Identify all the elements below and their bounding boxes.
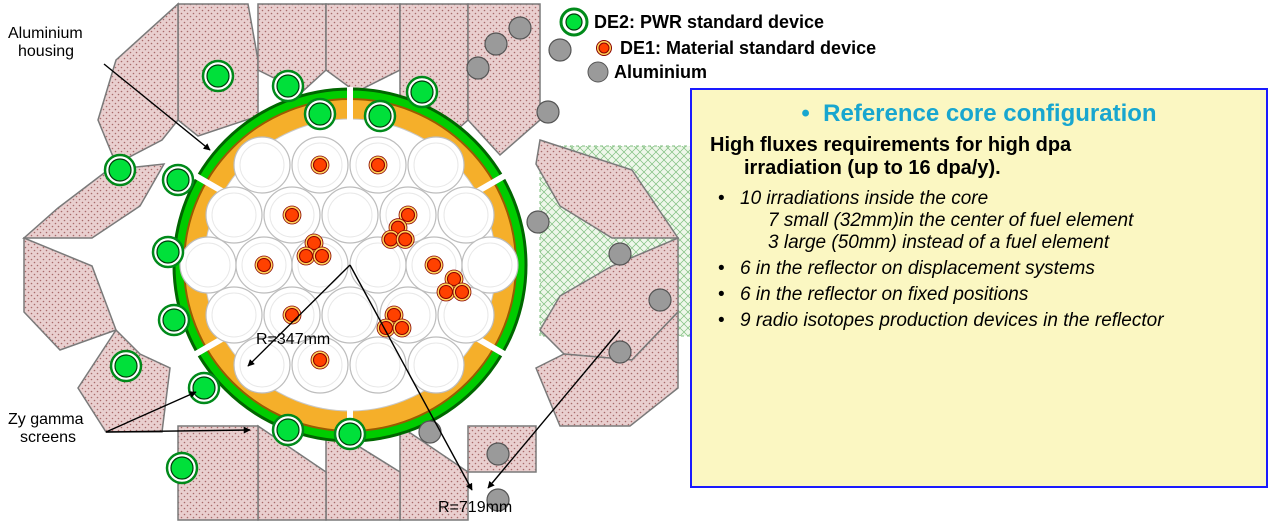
diagram-label: Aluminium	[8, 25, 83, 42]
diagram-label: R=347mm	[256, 331, 330, 348]
panel-bullet-sub: 7 small (32mm)in the center of fuel elem…	[768, 210, 1248, 232]
panel-bullet: 9 radio isotopes production devices in t…	[740, 310, 1248, 332]
svg-text:DE1: Material standard device: DE1: Material standard device	[620, 38, 876, 58]
panel-bullet-sub: 3 large (50mm) instead of a fuel element	[768, 232, 1248, 254]
info-panel: • Reference core configuration High flux…	[690, 88, 1268, 488]
panel-bullet: 10 irradiations inside the core7 small (…	[740, 188, 1248, 254]
diagram-label: Zy gamma	[8, 411, 84, 428]
panel-bullet-list: 10 irradiations inside the core7 small (…	[710, 188, 1248, 332]
panel-body: High fluxes requirements for high dpa ir…	[710, 134, 1248, 332]
panel-title: • Reference core configuration	[710, 100, 1248, 128]
panel-bullet: 6 in the reflector on fixed positions	[740, 284, 1248, 306]
panel-bullet: 6 in the reflector on displacement syste…	[740, 258, 1248, 280]
legend: DE2: PWR standard device DE1: Material st…	[561, 9, 876, 82]
svg-text:DE2: PWR standard device: DE2: PWR standard device	[594, 12, 824, 32]
diagram-label: screens	[20, 429, 76, 446]
svg-text:Aluminium: Aluminium	[614, 62, 707, 82]
panel-lead: High fluxes requirements for high dpa ir…	[710, 134, 1248, 180]
diagram-label: R=719mm	[438, 499, 512, 516]
diagram-label: housing	[18, 43, 74, 60]
